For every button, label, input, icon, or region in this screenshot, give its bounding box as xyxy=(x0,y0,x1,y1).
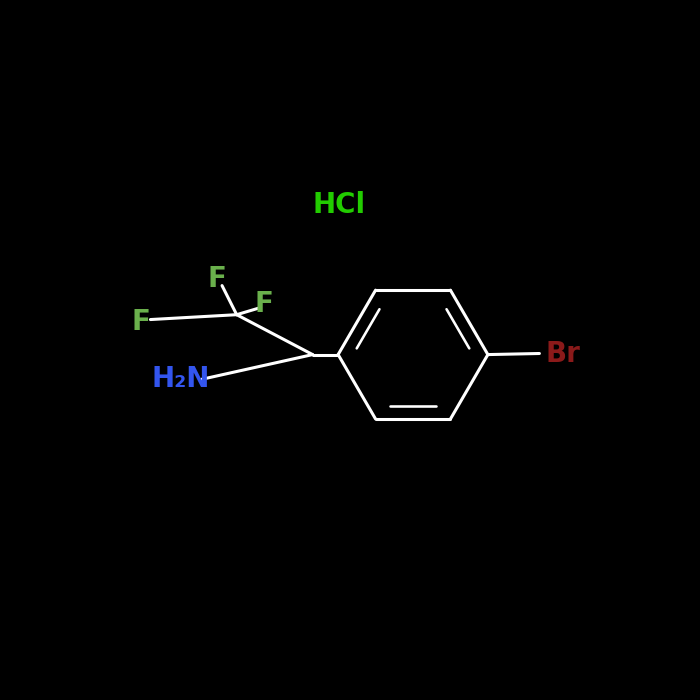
Text: F: F xyxy=(254,290,273,318)
Text: HCl: HCl xyxy=(313,191,366,219)
Text: F: F xyxy=(207,265,226,293)
Text: F: F xyxy=(131,308,150,336)
Text: H₂N: H₂N xyxy=(151,365,210,393)
Text: Br: Br xyxy=(546,340,581,368)
